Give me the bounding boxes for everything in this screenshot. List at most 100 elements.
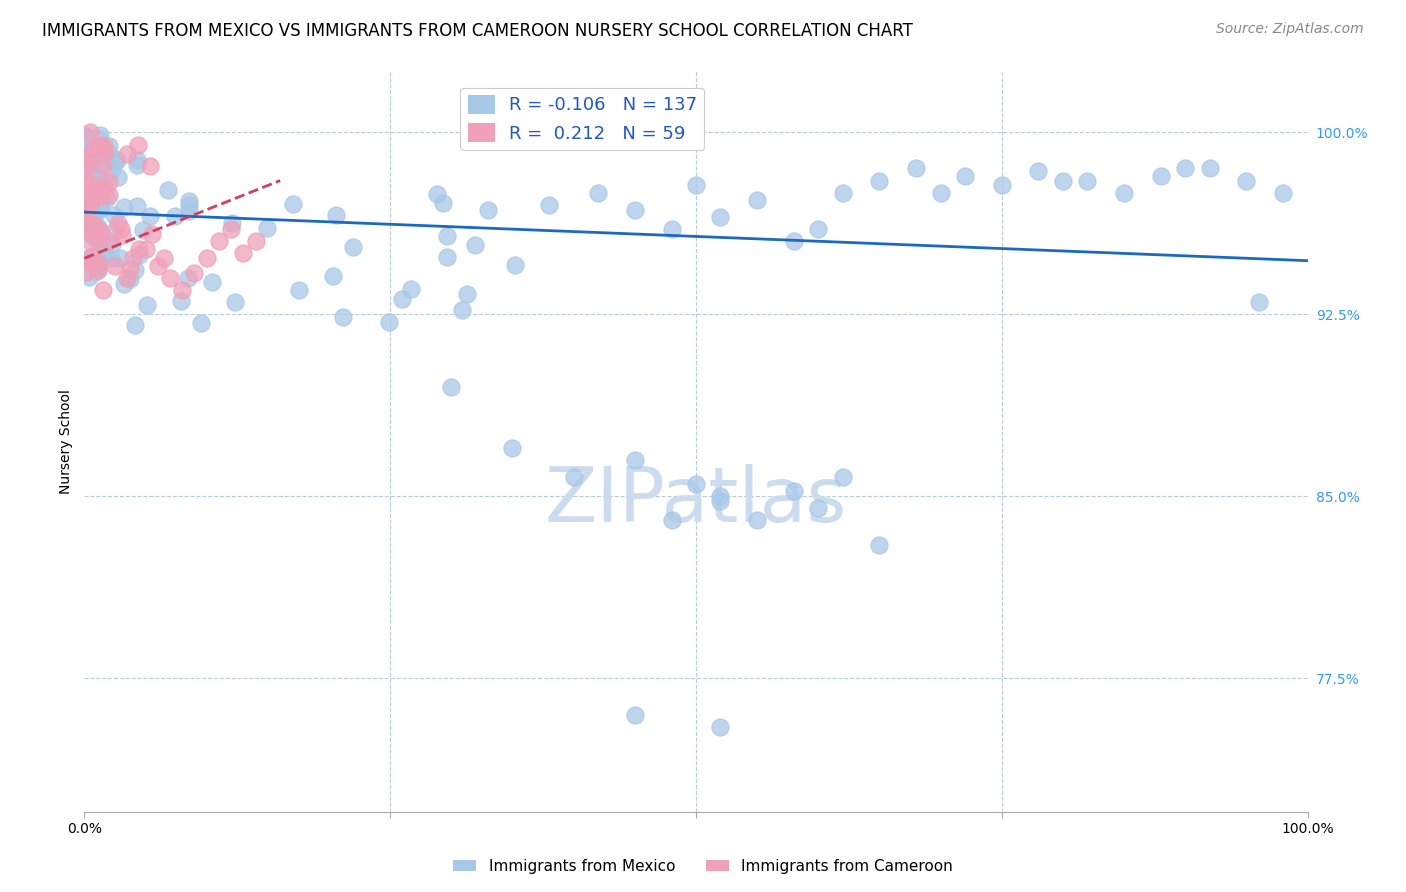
Point xyxy=(80,173,103,187)
Point xyxy=(75,202,97,216)
Point xyxy=(503,258,526,272)
Point xyxy=(124,318,146,332)
Point xyxy=(401,282,423,296)
Point xyxy=(86,219,108,234)
Point xyxy=(80,161,103,175)
Point xyxy=(90,173,112,187)
Point xyxy=(94,145,117,160)
Point xyxy=(98,187,121,202)
Point xyxy=(132,222,155,236)
Point xyxy=(110,222,132,236)
Point xyxy=(105,153,128,167)
Point xyxy=(1076,173,1098,187)
Legend: Immigrants from Mexico, Immigrants from Cameroon: Immigrants from Mexico, Immigrants from … xyxy=(447,853,959,880)
Point xyxy=(117,147,139,161)
Point xyxy=(82,164,104,178)
Point xyxy=(97,150,120,164)
Point xyxy=(77,269,100,284)
Point xyxy=(75,130,97,145)
Point xyxy=(83,265,105,279)
Point xyxy=(101,162,124,177)
Point xyxy=(1198,161,1220,176)
Point xyxy=(83,207,105,221)
Point xyxy=(86,202,108,216)
Point xyxy=(127,153,149,167)
Point xyxy=(79,204,101,219)
Point xyxy=(929,186,952,200)
Point xyxy=(90,202,112,217)
Point xyxy=(90,235,112,250)
Point xyxy=(436,250,458,264)
Point xyxy=(84,225,107,239)
Point xyxy=(953,169,976,183)
Point xyxy=(100,236,122,251)
Point xyxy=(139,209,162,223)
Point xyxy=(79,175,101,189)
Point xyxy=(82,249,104,263)
Point xyxy=(76,194,98,208)
Point xyxy=(127,199,149,213)
Point xyxy=(179,203,201,218)
Point xyxy=(153,252,176,266)
Point xyxy=(224,295,246,310)
Point xyxy=(75,178,97,192)
Point xyxy=(82,217,104,231)
Point xyxy=(1174,161,1197,176)
Point xyxy=(146,259,169,273)
Point xyxy=(1052,173,1074,187)
Point xyxy=(115,270,138,285)
Text: IMMIGRANTS FROM MEXICO VS IMMIGRANTS FROM CAMEROON NURSERY SCHOOL CORRELATION CH: IMMIGRANTS FROM MEXICO VS IMMIGRANTS FRO… xyxy=(42,22,912,40)
Point xyxy=(86,262,108,277)
Point xyxy=(86,262,108,277)
Point xyxy=(83,218,105,232)
Point xyxy=(586,186,609,200)
Point xyxy=(183,266,205,280)
Point xyxy=(90,180,112,194)
Point xyxy=(104,155,127,169)
Point xyxy=(709,210,731,224)
Point xyxy=(256,220,278,235)
Text: Source: ZipAtlas.com: Source: ZipAtlas.com xyxy=(1216,22,1364,37)
Point xyxy=(200,275,222,289)
Point xyxy=(807,222,830,236)
Point xyxy=(120,272,142,286)
Point xyxy=(139,159,162,173)
Point xyxy=(94,182,117,196)
Y-axis label: Nursery School: Nursery School xyxy=(59,389,73,494)
Point xyxy=(84,149,107,163)
Point xyxy=(747,513,769,527)
Point xyxy=(170,293,193,308)
Point xyxy=(91,283,114,297)
Point xyxy=(87,256,110,270)
Point xyxy=(685,178,707,193)
Point xyxy=(807,501,830,516)
Point xyxy=(100,251,122,265)
Point xyxy=(436,229,458,244)
Point xyxy=(128,248,150,262)
Point xyxy=(464,237,486,252)
Point xyxy=(104,259,127,273)
Point xyxy=(107,169,129,184)
Point xyxy=(232,246,254,260)
Point xyxy=(661,513,683,527)
Point xyxy=(709,720,731,734)
Point xyxy=(624,452,647,467)
Point xyxy=(77,253,100,268)
Point xyxy=(93,138,115,153)
Point xyxy=(89,128,111,142)
Point xyxy=(1028,164,1050,178)
Point xyxy=(75,265,97,279)
Point xyxy=(562,469,585,483)
Point xyxy=(172,283,194,297)
Point xyxy=(89,190,111,204)
Point xyxy=(709,494,731,508)
Point xyxy=(831,469,853,483)
Point xyxy=(75,226,97,240)
Point xyxy=(108,252,131,266)
Point xyxy=(80,194,103,209)
Point xyxy=(685,477,707,491)
Point xyxy=(107,216,129,230)
Point xyxy=(124,263,146,277)
Point xyxy=(831,186,853,200)
Point xyxy=(89,138,111,153)
